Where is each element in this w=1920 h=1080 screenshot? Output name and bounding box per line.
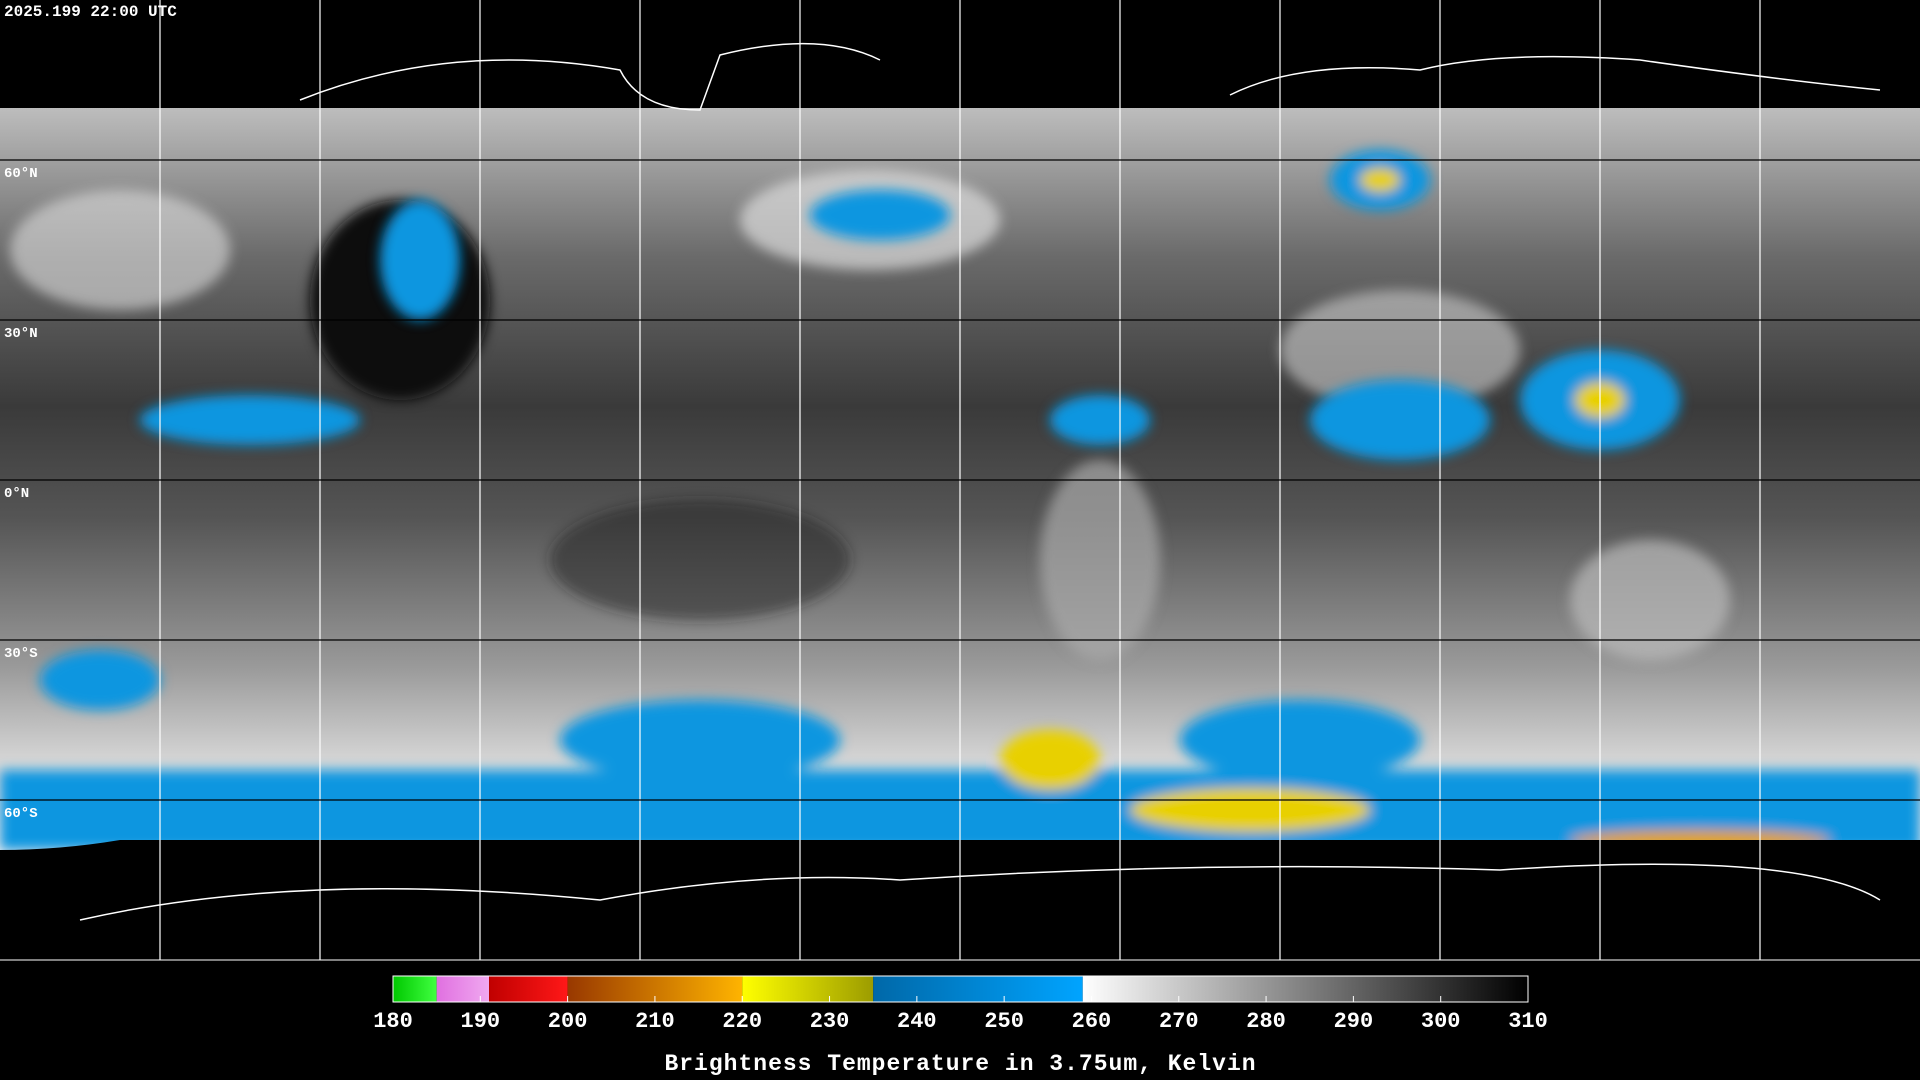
colorbar-tick-label: 200 (548, 1009, 588, 1034)
colorbar-tick-label: 270 (1159, 1009, 1199, 1034)
colorbar-frame (392, 975, 1529, 1003)
colorbar-tick-label: 240 (897, 1009, 937, 1034)
latitude-label: 30°N (4, 326, 38, 342)
latitude-label: 30°S (4, 646, 38, 662)
latitude-label: 0°N (4, 486, 29, 502)
colorbar: 180 190 200 210 220 230 240 250 260 270 280 290 300 3… (373, 975, 1548, 1077)
colorbar-segment (393, 976, 437, 1002)
colorbar-segment (1082, 976, 1528, 1002)
coastline (1229, 55, 1881, 96)
colorbar-tick-label: 260 (1072, 1009, 1112, 1034)
colorbar-segment (489, 976, 568, 1002)
colorbar-tick-label: 210 (635, 1009, 675, 1034)
latitude-label: 60°N (4, 166, 38, 182)
latitude-label: 60°S (4, 806, 38, 822)
colorbar-segment (873, 976, 1083, 1002)
colorbar-title: Brightness Temperature in 3.75um, Kelvin (664, 1051, 1256, 1077)
colorbar-segment (742, 976, 874, 1002)
latitude-grid: 60°N 30°N 0°N 30°S 60°S (0, 159, 1920, 822)
timestamp: 2025.199 22:00 UTC (4, 3, 177, 21)
colorbar-tick-label: 180 (373, 1009, 413, 1034)
colorbar-tick-label: 250 (984, 1009, 1024, 1034)
colorbar-segment (436, 976, 490, 1002)
colorbar-tick-label: 220 (722, 1009, 762, 1034)
colorbar-tick-label: 310 (1508, 1009, 1548, 1034)
coastline (299, 42, 881, 111)
colorbar-tick-label: 280 (1246, 1009, 1286, 1034)
colorbar-tick-label: 230 (810, 1009, 850, 1034)
colorbar-tick-label: 290 (1334, 1009, 1374, 1034)
colorbar-tick-label: 190 (461, 1009, 501, 1034)
colorbar-tick-label: 300 (1421, 1009, 1461, 1034)
coastline (79, 863, 1881, 921)
